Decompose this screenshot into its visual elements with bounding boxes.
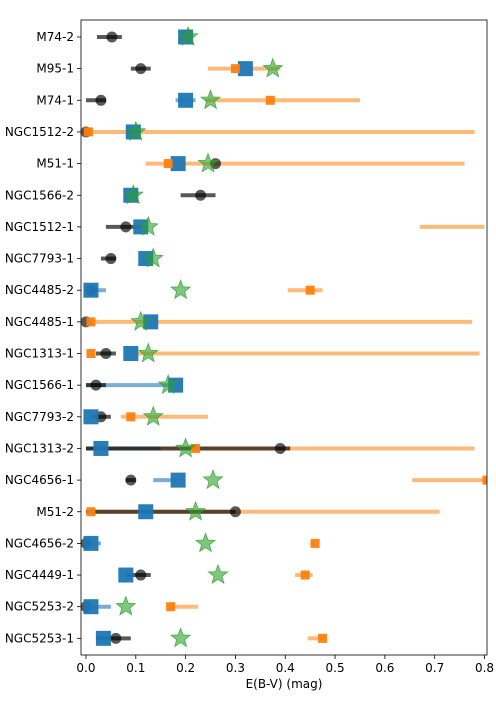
data-point-star xyxy=(177,25,199,47)
x-tick-label: 0.8 xyxy=(475,661,494,675)
plot-marks xyxy=(81,25,487,648)
y-tick-label: NGC4656-2 xyxy=(5,536,74,550)
y-axis-tick-labels: M74-2 M95-1 M74-1 NGC1512-2 M51-1 NGC1566-2 NG… xyxy=(5,30,81,645)
y-tick-label: NGC1313-2 xyxy=(5,441,74,455)
y-tick-label: NGC4485-1 xyxy=(5,315,74,329)
data-point-square xyxy=(170,156,186,172)
y-tick-label: NGC1566-1 xyxy=(5,378,74,392)
data-point-star xyxy=(170,279,192,300)
data-point-small-square xyxy=(482,475,487,485)
x-axis-ticks: 0.0 0.1 0.2 0.3 0.4 0.5 0.6 0.7 0.8 xyxy=(76,655,494,675)
y-tick-label: M51-2 xyxy=(36,505,74,519)
data-point-star xyxy=(175,437,197,458)
data-point-square xyxy=(143,314,159,330)
y-tick-label: NGC1566-2 xyxy=(5,188,74,202)
data-point-square xyxy=(95,630,111,646)
data-point-small-square xyxy=(191,443,201,453)
y-tick-label: NGC4656-1 xyxy=(5,473,74,487)
plot-area xyxy=(80,19,488,656)
y-tick-label: NGC4449-1 xyxy=(5,568,74,582)
data-point-small-square xyxy=(86,507,96,517)
data-point-square xyxy=(83,282,99,298)
x-axis-label: E(B-V) (mag) xyxy=(246,677,323,691)
data-point-square xyxy=(83,409,99,425)
data-point-star xyxy=(142,247,164,268)
data-point-circle xyxy=(274,442,286,454)
data-point-star xyxy=(207,563,229,585)
x-tick-label: 0.3 xyxy=(226,661,245,675)
x-tick-label: 0.0 xyxy=(76,661,95,675)
data-point-square xyxy=(138,504,154,520)
data-point-circle xyxy=(195,189,207,201)
data-point-square xyxy=(83,535,99,551)
data-point-square xyxy=(93,440,109,456)
y-tick-label: NGC1313-1 xyxy=(5,347,74,361)
data-point-star xyxy=(137,215,159,236)
data-point-circle xyxy=(105,253,117,265)
data-point-small-square xyxy=(305,285,315,295)
data-point-star xyxy=(170,627,192,648)
x-tick-label: 0.4 xyxy=(276,661,295,675)
data-point-small-square xyxy=(86,349,96,358)
y-tick-label: NGC7793-2 xyxy=(5,410,74,424)
data-point-star xyxy=(199,89,222,110)
data-point-star xyxy=(194,532,217,553)
data-point-star xyxy=(122,184,144,205)
data-point-small-square xyxy=(166,602,176,612)
data-point-circle xyxy=(110,632,122,644)
data-point-star xyxy=(184,500,207,521)
data-point-small-square xyxy=(310,538,320,548)
data-point-square xyxy=(83,599,99,615)
y-tick-label: M95-1 xyxy=(36,62,74,76)
y-tick-label: M74-2 xyxy=(36,30,74,44)
data-point-square xyxy=(123,346,139,361)
y-tick-label: NGC7793-1 xyxy=(5,252,74,266)
data-point-star xyxy=(137,342,159,363)
x-tick-label: 0.6 xyxy=(375,661,394,675)
data-point-small-square xyxy=(265,95,275,105)
plot-frame xyxy=(80,19,488,656)
y-tick-label: NGC1512-1 xyxy=(5,220,74,234)
y-tick-label: NGC1512-2 xyxy=(5,125,74,139)
y-tick-label: M74-1 xyxy=(36,93,74,107)
data-point-circle xyxy=(90,379,102,391)
y-tick-label: NGC5253-1 xyxy=(5,631,74,645)
x-tick-label: 0.5 xyxy=(326,661,345,675)
data-point-star xyxy=(197,152,219,173)
data-point-small-square xyxy=(300,570,310,580)
y-tick-label: NGC5253-2 xyxy=(5,600,74,614)
data-point-star xyxy=(115,595,137,616)
x-tick-label: 0.7 xyxy=(425,661,444,675)
data-point-circle xyxy=(229,506,241,518)
x-tick-label: 0.1 xyxy=(126,661,145,675)
data-point-circle xyxy=(100,348,112,359)
data-point-star xyxy=(157,374,179,395)
data-point-star xyxy=(202,468,224,490)
data-point-small-square xyxy=(126,412,136,422)
data-point-small-square xyxy=(163,159,173,169)
data-point-square xyxy=(170,472,186,488)
data-point-circle xyxy=(95,94,107,106)
y-tick-label: M51-1 xyxy=(36,157,74,171)
data-point-circle xyxy=(120,221,132,233)
data-point-small-square xyxy=(230,64,240,74)
data-point-square xyxy=(178,92,194,108)
data-point-small-square xyxy=(318,633,328,643)
x-tick-label: 0.2 xyxy=(176,661,195,675)
data-point-small-square xyxy=(86,317,96,327)
data-point-square xyxy=(118,567,134,583)
data-point-circle xyxy=(106,31,118,43)
y-tick-label: NGC4485-2 xyxy=(5,283,74,297)
data-point-circle xyxy=(135,569,147,581)
data-point-circle xyxy=(135,63,147,75)
data-point-star xyxy=(130,310,152,331)
data-point-circle xyxy=(125,474,137,486)
data-point-square xyxy=(237,61,253,77)
data-point-star xyxy=(262,57,284,78)
data-point-small-square xyxy=(83,127,93,137)
data-point-star xyxy=(125,120,147,141)
data-point-star xyxy=(142,405,164,426)
